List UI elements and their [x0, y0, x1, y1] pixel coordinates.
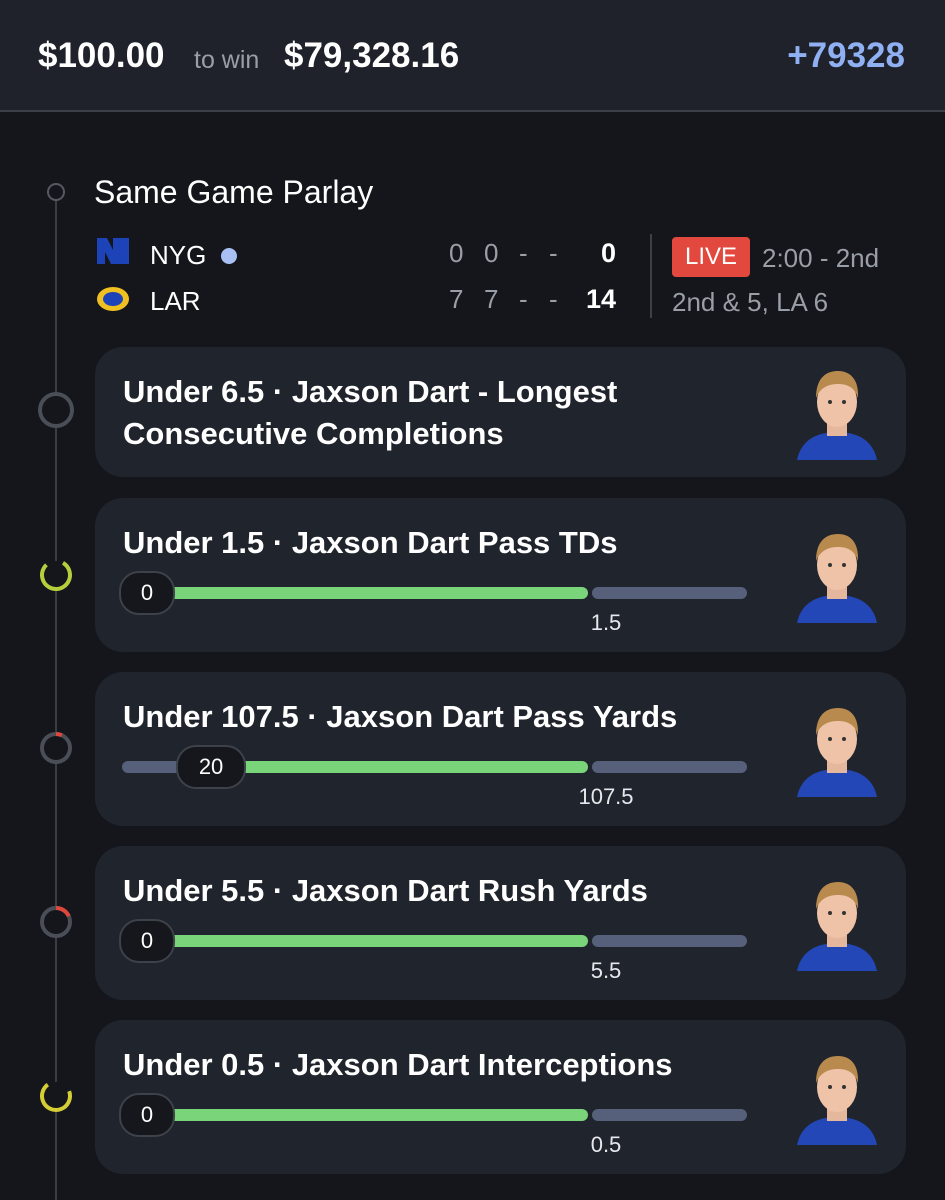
line-value: 1.5	[590, 610, 622, 635]
total-score: 0	[600, 238, 616, 268]
remaining-track	[592, 1109, 747, 1121]
progress-bar	[145, 1109, 588, 1121]
total-score: 14	[585, 284, 616, 314]
line-value: 107.5	[578, 784, 634, 809]
period-score: -	[519, 238, 528, 268]
leg-card: Under 6.5 · Jaxson Dart - Longest Consec…	[95, 347, 906, 477]
period-score: -	[549, 284, 558, 314]
period-score: -	[519, 284, 528, 314]
lar-logo	[97, 287, 129, 311]
progress-bar	[145, 935, 588, 947]
player-avatar	[797, 371, 877, 460]
line-value: 5.5	[590, 958, 622, 983]
nyg-logo	[97, 238, 129, 264]
player-avatar	[797, 708, 877, 797]
leg-card: Under 107.5 · Jaxson Dart Pass Yards 20 10…	[95, 672, 906, 826]
leg-title: Under 1.5 · Jaxson Dart Pass TDs	[123, 525, 618, 560]
live-badge: LIVE	[672, 237, 750, 277]
leg-title: Under 0.5 · Jaxson Dart Interceptions	[123, 1047, 673, 1082]
current-value: 0	[119, 571, 175, 615]
timeline	[38, 183, 74, 1200]
situation: 2nd & 5, LA 6	[672, 287, 829, 317]
remaining-track	[592, 587, 747, 599]
stake: $100.00	[38, 36, 165, 75]
possession-dot	[221, 248, 237, 264]
team-abbr: NYG	[150, 240, 207, 270]
progress-bar	[209, 761, 588, 773]
player-avatar	[797, 534, 877, 623]
leg-title: Under 6.5 · Jaxson Dart - Longest Consec…	[123, 374, 618, 451]
player-avatar	[797, 1056, 877, 1145]
payout: $79,328.16	[284, 36, 460, 75]
current-value: 0	[119, 919, 175, 963]
remaining-track	[592, 761, 747, 773]
leg-card: Under 1.5 · Jaxson Dart Pass TDs 0 1.5	[95, 498, 906, 652]
period-score: -	[549, 238, 558, 268]
remaining-track	[592, 935, 747, 947]
current-value: 0	[119, 1093, 175, 1137]
divider	[650, 234, 652, 318]
game-title: Same Game Parlay	[94, 174, 374, 210]
to-win-label: to win	[194, 46, 260, 74]
period-score: 7	[449, 284, 464, 314]
header: $100.00 to win $79,328.16 +79328	[0, 0, 945, 112]
team-abbr: LAR	[150, 286, 201, 316]
clock: 2:00 - 2nd	[762, 243, 880, 273]
line-value: 0.5	[590, 1132, 622, 1157]
progress-bar	[145, 587, 588, 599]
odds: +79328	[787, 36, 905, 75]
leg-title: Under 5.5 · Jaxson Dart Rush Yards	[123, 873, 648, 908]
current-value: 20	[176, 745, 247, 789]
leg-card: Under 5.5 · Jaxson Dart Rush Yards 0 5.5	[95, 846, 906, 1000]
player-avatar	[797, 882, 877, 971]
period-score: 0	[484, 238, 499, 268]
period-score: 0	[449, 238, 464, 268]
period-score: 7	[484, 284, 499, 314]
leg-card: Under 0.5 · Jaxson Dart Interceptions 0 0.…	[95, 1020, 906, 1174]
leg-title: Under 107.5 · Jaxson Dart Pass Yards	[123, 699, 678, 734]
